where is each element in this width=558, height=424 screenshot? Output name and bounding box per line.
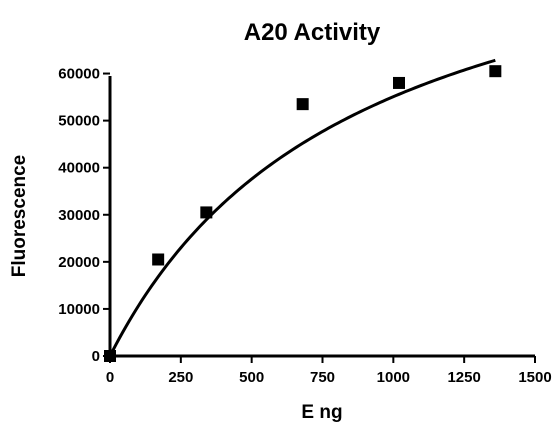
data-point (200, 206, 213, 219)
x-tick-label: 500 (239, 369, 264, 386)
y-tick-label: 40000 (58, 160, 100, 177)
y-tick-label: 30000 (58, 207, 100, 224)
x-tick-label: 1000 (377, 369, 410, 386)
data-point (393, 76, 405, 89)
y-tick-label: 60000 (58, 66, 100, 83)
y-tick-label: 20000 (58, 254, 100, 271)
data-point (489, 65, 502, 78)
x-tick-label: 750 (310, 369, 335, 386)
fit-curve (108, 58, 496, 357)
x-tick-label: 250 (168, 369, 193, 386)
x-axis-ticks: 0 250 500 750 1000 1250 1500 (106, 356, 552, 386)
data-point (104, 350, 116, 362)
data-points (104, 65, 502, 362)
chart-title: A20 Activity (244, 19, 381, 46)
data-point (296, 98, 309, 111)
x-tick-label: 0 (106, 369, 114, 386)
y-axis-label: Fluorescence (9, 155, 30, 278)
x-tick-label: 1250 (447, 369, 480, 386)
x-axis-label: E ng (301, 402, 342, 423)
y-tick-label: 0 (92, 348, 100, 365)
y-tick-label: 10000 (58, 301, 100, 318)
y-axis-ticks: 0 10000 20000 30000 40000 50000 60000 (58, 66, 110, 365)
x-tick-label: 1500 (518, 369, 551, 386)
y-tick-label: 50000 (58, 113, 100, 130)
data-point (152, 253, 165, 266)
